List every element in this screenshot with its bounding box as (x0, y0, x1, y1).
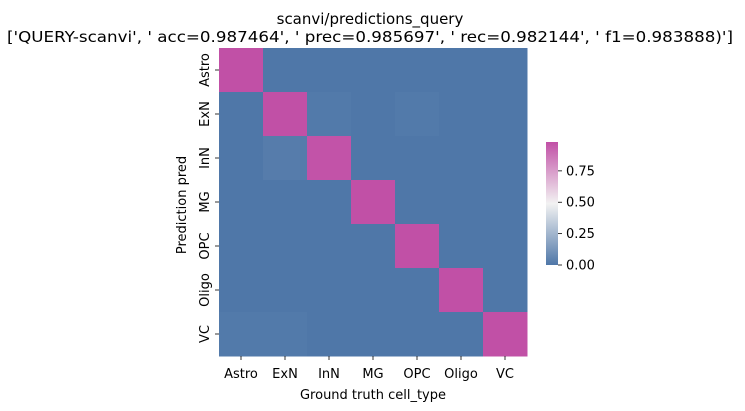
heatmap-cell (307, 224, 352, 269)
heatmap-cell (395, 92, 440, 137)
colorbar-tick-label: 0.75 (566, 164, 595, 179)
heatmap-cell (351, 92, 396, 137)
y-tick-label: InN (198, 147, 213, 169)
heatmap-cell (351, 268, 396, 313)
heatmap-cell (483, 224, 528, 269)
y-tick-label: Oligo (198, 273, 213, 307)
heatmap-cell (219, 92, 264, 137)
heatmap-cell (439, 224, 484, 269)
heatmap-cell (439, 136, 484, 181)
heatmap-cells (219, 48, 528, 357)
heatmap-cell (219, 312, 264, 357)
heatmap-cell (483, 268, 528, 313)
heatmap-cell (395, 312, 440, 357)
heatmap-cell (219, 268, 264, 313)
heatmap-cell (395, 268, 440, 313)
x-tick-label: ExN (272, 367, 298, 382)
heatmap-cell (219, 180, 264, 225)
heatmap-cell (307, 312, 352, 357)
heatmap-cell (395, 224, 440, 269)
colorbar-tick-label: 0.00 (566, 259, 595, 274)
x-axis-label: Ground truth cell_type (300, 388, 446, 403)
x-tick-label: OPC (403, 367, 430, 382)
heatmap-cell (263, 136, 308, 181)
heatmap-cell (219, 48, 264, 93)
heatmap-cell (263, 224, 308, 269)
heatmap-cell (395, 136, 440, 181)
heatmap-cell (439, 92, 484, 137)
heatmap-cell (351, 180, 396, 225)
colorbar (546, 142, 558, 265)
y-tick-label: OPC (198, 232, 213, 259)
heatmap-cell (439, 48, 484, 93)
heatmap-cell (483, 48, 528, 93)
heatmap-cell (483, 92, 528, 137)
heatmap-cell (307, 136, 352, 181)
colorbar-tick-label: 0.50 (566, 196, 595, 211)
chart-subtitle: ['QUERY-scanvi', ' acc=0.987464', ' prec… (7, 28, 733, 46)
x-tick-label: Astro (224, 367, 258, 382)
heatmap-cell (263, 268, 308, 313)
heatmap-cell (483, 312, 528, 357)
x-tick-label: Oligo (444, 367, 478, 382)
heatmap-cell (219, 136, 264, 181)
heatmap-cell (351, 312, 396, 357)
heatmap-cell (483, 136, 528, 181)
heatmap-cell (483, 180, 528, 225)
heatmap-cell (439, 312, 484, 357)
heatmap-cell (395, 48, 440, 93)
x-tick-label: MG (362, 367, 383, 382)
heatmap-cell (263, 92, 308, 137)
x-axis-ticks: Astro ExN InN MG OPC Oligo VC (224, 356, 514, 382)
heatmap-cell (219, 224, 264, 269)
heatmap-cell (395, 180, 440, 225)
heatmap-cell (307, 180, 352, 225)
chart-title: scanvi/predictions_query (277, 10, 464, 29)
heatmap-cell (263, 312, 308, 357)
y-axis-label: Prediction pred (175, 156, 190, 254)
colorbar-tick-label: 0.25 (566, 227, 595, 242)
heatmap-cell (351, 224, 396, 269)
heatmap-cell (351, 48, 396, 93)
heatmap-cell (351, 136, 396, 181)
heatmap-cell (439, 268, 484, 313)
heatmap-cell (263, 180, 308, 225)
y-tick-label: ExN (198, 101, 213, 127)
y-tick-label: VC (198, 325, 213, 343)
y-axis-ticks: Astro ExN InN MG OPC Oligo VC (198, 53, 219, 343)
heatmap-cell (307, 92, 352, 137)
heatmap-cell (307, 48, 352, 93)
heatmap-cell (263, 48, 308, 93)
x-tick-label: VC (496, 367, 514, 382)
colorbar-ticks: 0.00 0.25 0.50 0.75 (558, 164, 595, 274)
x-tick-label: InN (318, 367, 340, 382)
heatmap-cell (307, 268, 352, 313)
y-tick-label: Astro (198, 53, 213, 87)
heatmap-cell (439, 180, 484, 225)
y-tick-label: MG (198, 191, 213, 212)
